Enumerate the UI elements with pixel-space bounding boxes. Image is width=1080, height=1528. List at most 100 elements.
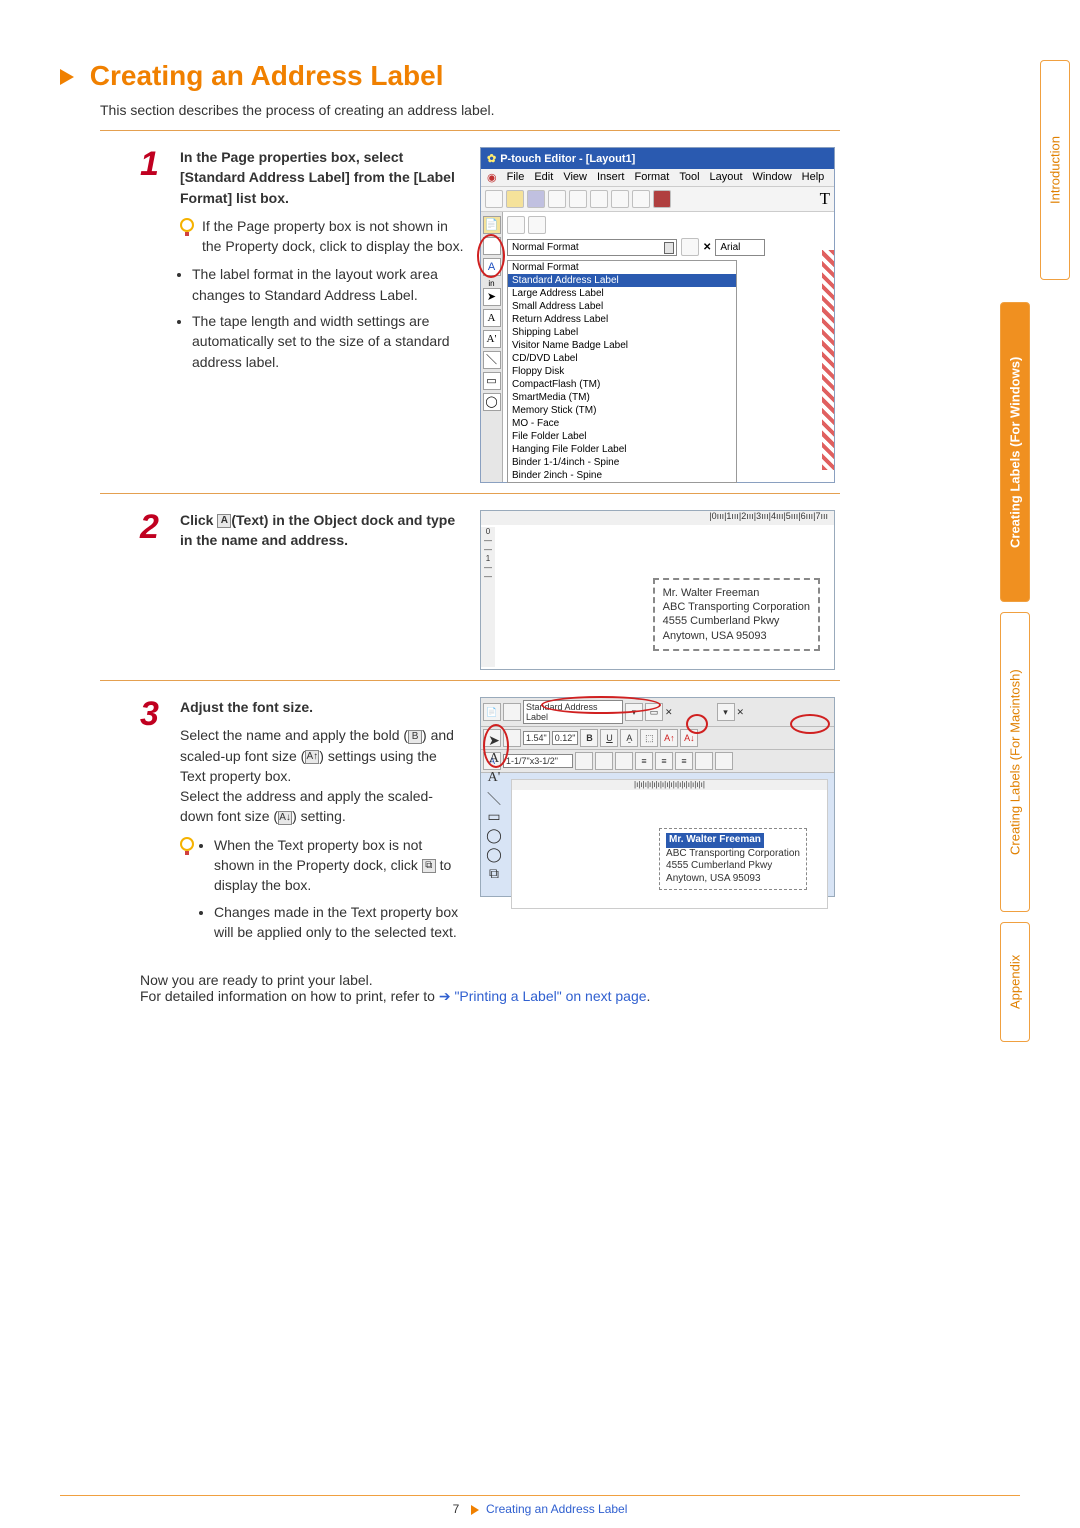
tb-paste-icon[interactable] [611,190,629,208]
bold-icon: B [408,730,422,744]
s3-ap-icon[interactable]: A' [485,770,503,786]
s3-misc-icon[interactable]: ⧉ [485,865,503,881]
tb-save-icon[interactable] [527,190,545,208]
label-format-combo[interactable]: Normal Format [507,239,677,256]
list-item-selected[interactable]: Standard Address Label [508,274,736,287]
menu-window[interactable]: Window [753,171,792,184]
tb-redo-icon[interactable] [653,190,671,208]
bold-button[interactable]: B [580,729,598,747]
tab-macintosh[interactable]: Creating Labels (For Macintosh) [1000,612,1030,912]
close-x-icon[interactable]: ✕ [703,242,711,253]
step-number-2: 2 [140,510,180,544]
s3-ellipse2-icon[interactable]: ◯ [485,846,503,862]
tb3-btn[interactable] [695,752,713,770]
list-item[interactable]: File Folder Label [508,430,736,443]
panel-btn2[interactable] [528,216,546,234]
side-line-icon[interactable]: ＼ [483,351,501,369]
addr3-name-sel: Mr. Walter Freeman [666,833,764,848]
align-center-icon[interactable]: ≡ [655,752,673,770]
list-item[interactable]: Binder 1-1/4inch - Spine [508,456,736,469]
scaleup-button[interactable]: A↑ [660,729,678,747]
underline-button[interactable]: U [600,729,618,747]
tab-appendix[interactable]: Appendix [1000,922,1030,1042]
tb-cut-icon[interactable] [569,190,587,208]
font-combo[interactable]: Arial [715,239,765,256]
side-page-icon[interactable]: 📄 [483,216,501,234]
ruler3: |ı|ı|ı|ı|ı|ı|ı|ı|ı|ı|ı|ı|ı|ı|ı|ı| [512,780,827,790]
tb-open-icon[interactable] [506,190,524,208]
step3-instruction: Adjust the font size. [180,697,464,717]
side-a1-icon[interactable]: A [483,309,501,327]
menu-tool[interactable]: Tool [679,171,699,184]
menu-view[interactable]: View [563,171,587,184]
footer-section-link[interactable]: Creating an Address Label [486,1502,627,1516]
menu-format[interactable]: Format [634,171,669,184]
panel-btn1[interactable] [507,216,525,234]
text-tool-icon: A [217,514,231,528]
list-item[interactable]: Floppy Disk [508,365,736,378]
tb3-btn[interactable] [503,703,521,721]
s3-arrow-icon[interactable]: ➤ [485,732,503,748]
address-box-formatted[interactable]: Mr. Walter Freeman ABC Transporting Corp… [659,828,807,890]
side-ellipse-icon[interactable]: ◯ [483,393,501,411]
tab-windows[interactable]: Creating Labels (For Windows) [1000,302,1030,602]
align-right-icon[interactable]: ≡ [675,752,693,770]
list-item[interactable]: Large Address Label [508,287,736,300]
dim-field2[interactable]: 0.12" [552,731,579,745]
size-display[interactable]: 1-1/7"x3-1/2" [503,754,573,768]
menu-help[interactable]: Help [802,171,825,184]
s3-line-icon[interactable]: ＼ [485,789,503,805]
menu-layout[interactable]: Layout [710,171,743,184]
tb-print-icon[interactable] [548,190,566,208]
tb-undo-icon[interactable] [632,190,650,208]
list-item[interactable]: SmartMedia (TM) [508,391,736,404]
tab-introduction[interactable]: Introduction [1040,60,1070,280]
addr3-company: ABC Transporting Corporation [666,848,800,859]
dim-field[interactable]: 1.54" [523,731,550,745]
address-textbox[interactable]: Mr. Walter Freeman ABC Transporting Corp… [653,578,820,651]
tb-new-icon[interactable] [485,190,503,208]
tb3-btn[interactable] [615,752,633,770]
list-item[interactable]: Return Address Label [508,313,736,326]
s3-a-icon[interactable]: A [485,751,503,767]
list-item[interactable]: Shipping Label [508,326,736,339]
screenshot-editor-dropdown: ✿ P-touch Editor - [Layout1] ◉ File Edit… [480,147,835,483]
tb3-btn[interactable] [715,752,733,770]
list-item[interactable]: Memory Stick (TM) [508,404,736,417]
step-3: 3 Adjust the font size. Select the name … [140,697,464,956]
side-arrow-icon[interactable]: ➤ [483,288,501,306]
s3-rect-icon[interactable]: ▭ [485,808,503,824]
list-item[interactable]: Normal Format [508,261,736,274]
list-item[interactable]: Hanging File Folder Label [508,443,736,456]
label-format-list[interactable]: Normal Format Standard Address Label Lar… [507,260,737,483]
print-link[interactable]: "Printing a Label" on next page [454,988,646,1004]
close-icon[interactable]: ✕ [737,707,745,718]
menu-file[interactable]: File [507,171,525,184]
tb3-btn[interactable]: ▾ [717,703,735,721]
combo-side-btn[interactable] [681,238,699,256]
addr-name: Mr. Walter Freeman [663,586,810,600]
step1-bullet1: The label format in the layout work area… [192,264,464,305]
align-left-icon[interactable]: ≡ [635,752,653,770]
tb-copy-icon[interactable] [590,190,608,208]
list-item[interactable]: Small Address Label [508,300,736,313]
tb3-btn[interactable] [575,752,593,770]
list-item[interactable]: CD/DVD Label [508,352,736,365]
btn[interactable]: ⬚ [640,729,658,747]
side-rect-icon[interactable]: ▭ [483,372,501,390]
list-item[interactable]: CompactFlash (TM) [508,378,736,391]
side-a2-icon[interactable]: A' [483,330,501,348]
list-item[interactable]: Binder 2inch - Spine [508,469,736,482]
tb3-page-icon[interactable]: 📄 [483,703,501,721]
list-item[interactable]: Visitor Name Badge Label [508,339,736,352]
ital-button[interactable]: A̱ [620,729,638,747]
list-item[interactable]: MO - Face [508,417,736,430]
tb3-btn[interactable] [595,752,613,770]
lightbulb-icon [180,218,194,232]
close-icon[interactable]: ✕ [665,707,673,718]
menu-edit[interactable]: Edit [534,171,553,184]
dropdown-arrow-icon[interactable] [664,242,674,254]
menu-insert[interactable]: Insert [597,171,625,184]
step-number-3: 3 [140,697,180,731]
s3-ellipse-icon[interactable]: ◯ [485,827,503,843]
